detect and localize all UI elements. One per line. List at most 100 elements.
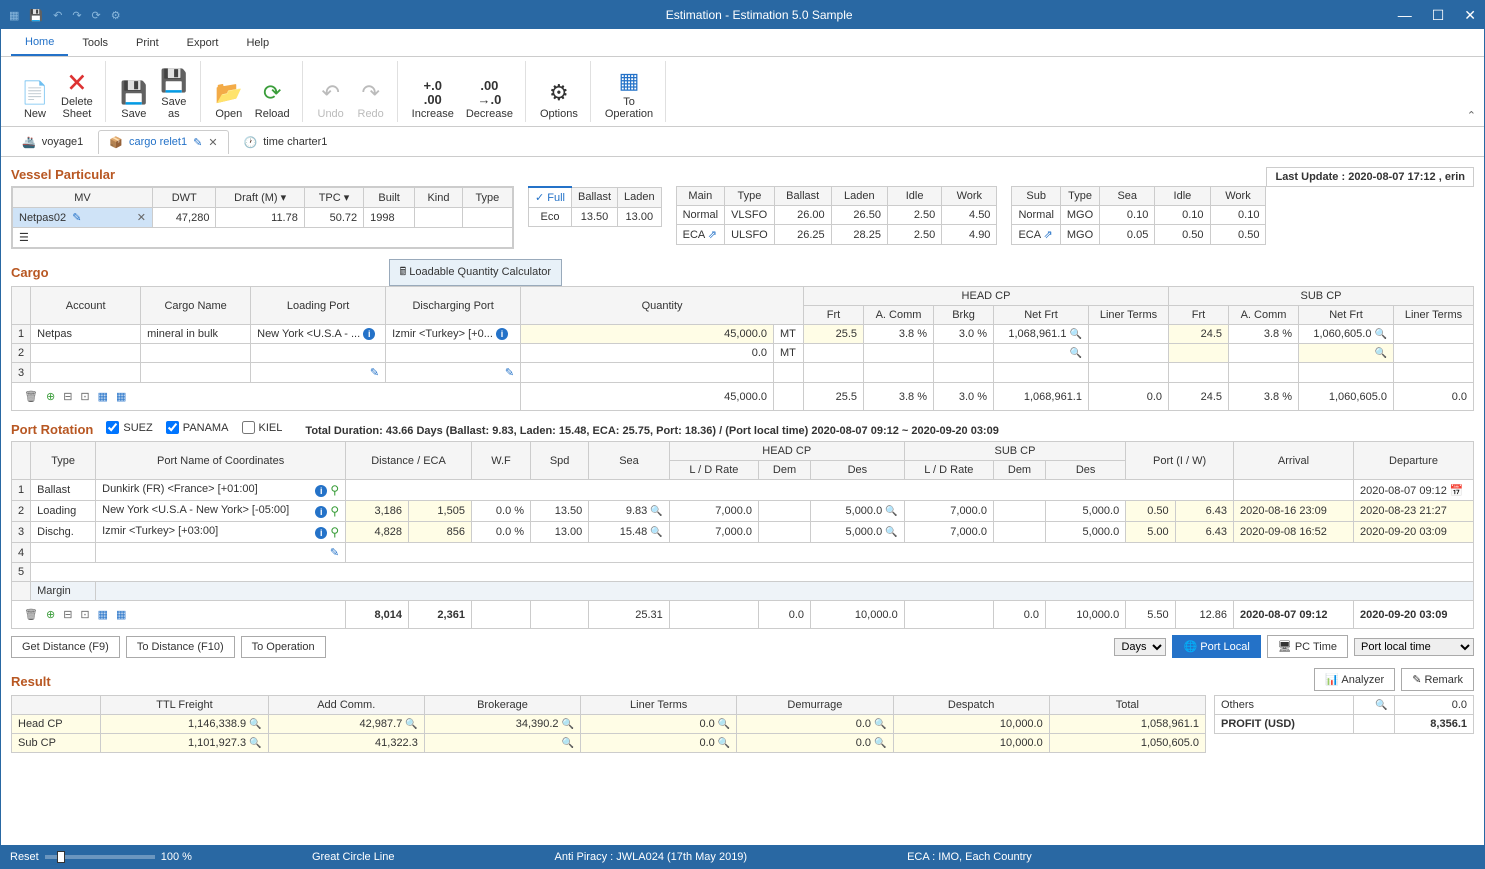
search-icon[interactable]: 🔍 bbox=[249, 719, 261, 730]
table-cell[interactable]: MGO bbox=[1060, 206, 1099, 225]
table-cell[interactable] bbox=[1229, 363, 1299, 383]
table-cell[interactable]: 6.43 bbox=[1175, 522, 1233, 543]
pc-time-button[interactable]: 🖥 PC Time bbox=[1267, 635, 1348, 658]
table-cell[interactable]: Loading bbox=[31, 501, 96, 522]
menu-tools[interactable]: Tools bbox=[68, 31, 122, 55]
tool-icon[interactable]: ▦ bbox=[116, 390, 126, 403]
eco-laden-cell[interactable]: 13.00 bbox=[618, 208, 662, 227]
ribbon-new[interactable]: 📄New bbox=[15, 61, 55, 122]
table-cell[interactable]: 5,000.0 bbox=[1046, 522, 1126, 543]
table-cell[interactable]: 1,060,605.0 🔍 bbox=[1299, 325, 1394, 344]
table-cell[interactable]: 1,505 bbox=[409, 501, 472, 522]
ribbon-reload[interactable]: ⟳Reload bbox=[249, 61, 296, 122]
table-cell[interactable] bbox=[1089, 325, 1169, 344]
table-cell[interactable]: 28.25 bbox=[831, 225, 887, 245]
loadable-qty-calc-button[interactable]: 🖩 Loadable Quantity Calculator bbox=[389, 259, 563, 286]
table-cell[interactable]: 3,186 bbox=[346, 501, 409, 522]
add-icon[interactable]: ⊕ bbox=[46, 390, 55, 403]
vessel-list-icon[interactable]: ☰ bbox=[13, 228, 513, 248]
table-cell[interactable]: 🔍 bbox=[1353, 696, 1394, 715]
vessel-mv-cell[interactable]: Netpas02 ✎ ✕ bbox=[13, 208, 153, 228]
table-cell[interactable]: 24.5 bbox=[1169, 325, 1229, 344]
ribbon-undo[interactable]: ↶Undo bbox=[311, 61, 351, 122]
tool-icon[interactable]: ⊟ bbox=[63, 390, 72, 403]
table-cell[interactable] bbox=[1394, 344, 1474, 363]
table-cell[interactable]: 26.25 bbox=[774, 225, 831, 245]
table-cell[interactable]: 0.0 bbox=[1394, 696, 1473, 715]
table-cell[interactable] bbox=[759, 522, 811, 543]
table-cell[interactable]: 26.50 bbox=[831, 206, 887, 225]
table-cell[interactable]: Normal bbox=[676, 206, 724, 225]
ribbon-save-as[interactable]: 💾Saveas bbox=[154, 61, 194, 122]
qat-redo-icon[interactable]: ↷ bbox=[72, 9, 81, 22]
analyzer-button[interactable]: 📊 Analyzer bbox=[1314, 668, 1395, 691]
ribbon-delete-sheet[interactable]: 🗙DeleteSheet bbox=[55, 61, 99, 122]
search-icon[interactable]: 🔍 bbox=[1375, 700, 1387, 711]
table-cell[interactable] bbox=[31, 344, 141, 363]
vessel-kind-cell[interactable] bbox=[415, 208, 463, 228]
table-cell[interactable]: 4.90 bbox=[942, 225, 997, 245]
table-cell[interactable]: ECA ⇗ bbox=[1012, 225, 1060, 245]
get-distance-button[interactable]: Get Distance (F9) bbox=[11, 636, 120, 658]
table-cell[interactable]: mineral in bulk bbox=[141, 325, 251, 344]
search-icon[interactable]: 🔍 bbox=[650, 527, 662, 538]
table-cell[interactable]: 1,058,961.1 bbox=[1049, 715, 1205, 734]
ribbon-save[interactable]: 💾Save bbox=[114, 61, 154, 122]
table-cell[interactable] bbox=[1169, 344, 1229, 363]
menu-home[interactable]: Home bbox=[11, 30, 68, 56]
tool-icon[interactable]: ⊡ bbox=[80, 390, 89, 403]
pin-icon[interactable]: ⚲ bbox=[330, 504, 339, 518]
to-distance-button[interactable]: To Distance (F10) bbox=[126, 636, 235, 658]
table-cell[interactable]: 25.5 bbox=[804, 325, 864, 344]
table-cell[interactable] bbox=[1394, 363, 1474, 383]
table-cell[interactable]: 0.10 bbox=[1210, 206, 1266, 225]
table-cell[interactable]: 1,101,927.3 🔍 bbox=[101, 734, 268, 753]
table-cell[interactable] bbox=[934, 344, 994, 363]
table-cell[interactable]: 0.0 bbox=[521, 344, 774, 363]
table-cell[interactable] bbox=[521, 363, 774, 383]
search-icon[interactable]: 🔍 bbox=[885, 506, 897, 517]
table-cell[interactable] bbox=[1394, 325, 1474, 344]
table-cell[interactable] bbox=[141, 363, 251, 383]
table-cell[interactable]: 0.50 bbox=[1126, 501, 1175, 522]
search-icon[interactable]: 🔍 bbox=[1070, 329, 1082, 340]
table-cell[interactable]: 4,828 bbox=[346, 522, 409, 543]
qat-refresh-icon[interactable]: ⟳ bbox=[92, 9, 101, 22]
menu-export[interactable]: Export bbox=[173, 31, 233, 55]
tab-cargo-relet1[interactable]: 📦cargo relet1 ✎ ✕ bbox=[98, 130, 228, 154]
ribbon-options[interactable]: ⚙Options bbox=[534, 61, 584, 122]
table-cell[interactable]: 856 bbox=[409, 522, 472, 543]
table-cell[interactable]: 🔍 bbox=[1299, 344, 1394, 363]
table-cell[interactable]: MGO bbox=[1060, 225, 1099, 245]
table-cell[interactable]: 0.10 bbox=[1155, 206, 1210, 225]
table-cell[interactable]: 1,068,961.1 🔍 bbox=[994, 325, 1089, 344]
table-cell[interactable] bbox=[1089, 363, 1169, 383]
maximize-icon[interactable]: ☐ bbox=[1432, 7, 1445, 24]
search-icon[interactable]: 🔍 bbox=[562, 719, 574, 730]
menu-print[interactable]: Print bbox=[122, 31, 173, 55]
tab-time-charter1[interactable]: 🕐time charter1 bbox=[233, 130, 339, 154]
table-cell[interactable]: Dischg. bbox=[31, 522, 96, 543]
days-select[interactable]: Days bbox=[1114, 638, 1166, 656]
table-cell[interactable]: Ballast bbox=[31, 480, 96, 501]
vessel-dwt-cell[interactable]: 47,280 bbox=[153, 208, 216, 228]
table-cell[interactable]: 5,000.0 🔍 bbox=[811, 501, 905, 522]
search-icon[interactable]: 🔍 bbox=[562, 738, 574, 749]
table-cell[interactable] bbox=[31, 543, 96, 563]
table-cell[interactable]: 0.0 🔍 bbox=[581, 734, 737, 753]
table-cell[interactable]: ECA ⇗ bbox=[676, 225, 724, 245]
table-cell[interactable]: 3.8 % bbox=[864, 325, 934, 344]
ribbon-to-operation[interactable]: ▦ToOperation bbox=[599, 61, 659, 122]
trash-icon[interactable]: 🗑 bbox=[24, 608, 38, 621]
pencil-icon[interactable]: ✎ bbox=[505, 367, 514, 379]
search-icon[interactable]: 🔍 bbox=[885, 527, 897, 538]
table-cell[interactable]: ULSFO bbox=[725, 225, 775, 245]
table-cell[interactable]: 13.00 bbox=[531, 522, 589, 543]
table-cell[interactable] bbox=[759, 501, 811, 522]
vessel-built-cell[interactable]: 1998 bbox=[364, 208, 415, 228]
table-cell[interactable]: 7,000.0 bbox=[904, 501, 993, 522]
search-icon[interactable]: 🔍 bbox=[249, 738, 261, 749]
table-cell[interactable]: ✎ bbox=[386, 363, 521, 383]
table-cell[interactable] bbox=[31, 363, 141, 383]
table-cell[interactable]: 0.05 bbox=[1100, 225, 1155, 245]
